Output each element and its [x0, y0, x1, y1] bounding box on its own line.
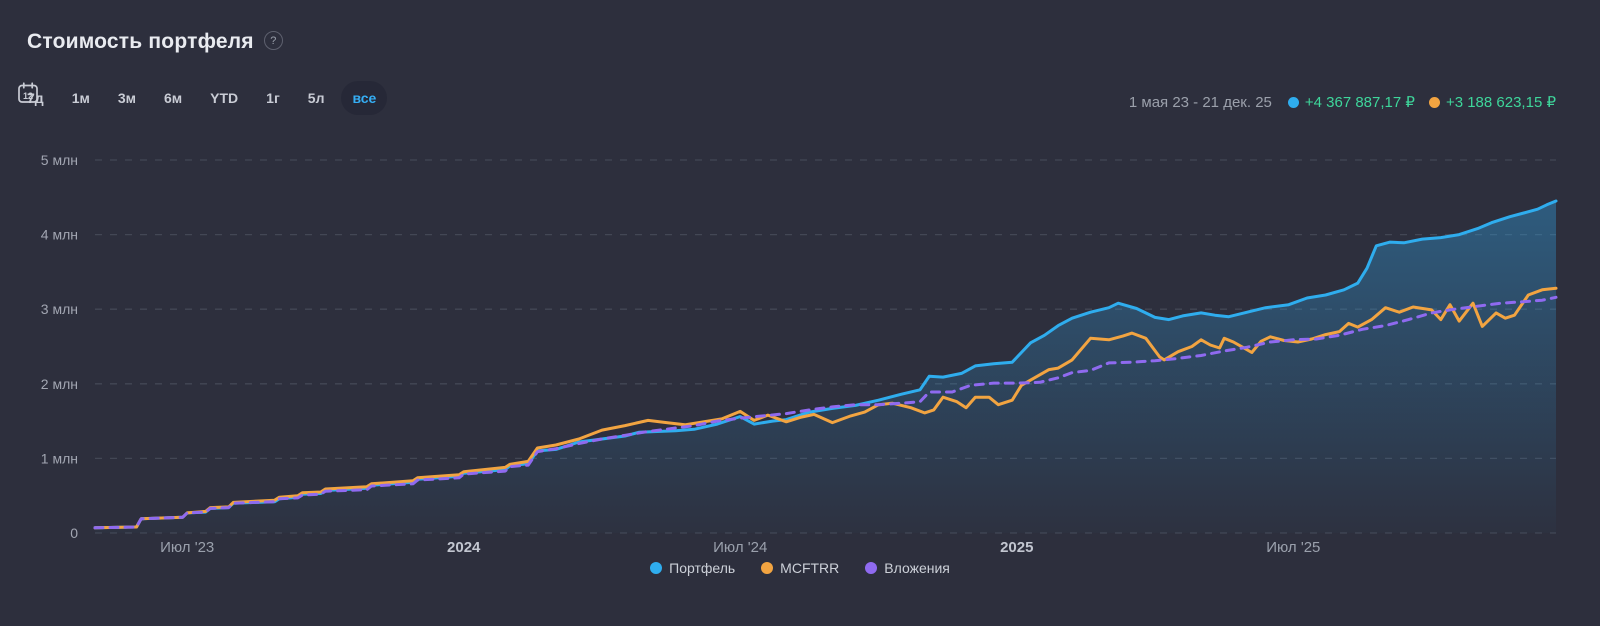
date-range: 1 мая 23 - 21 дек. 25 — [1128, 93, 1272, 111]
summary-item-Портфель: +4 367 887,17 ₽ — [1287, 93, 1415, 111]
range-button-5л[interactable]: 5л — [307, 90, 325, 106]
chart-header: Стоимость портфеля ? — [27, 30, 283, 54]
y-axis-tick-label: 1 млн — [41, 450, 78, 466]
legend-item-deposits[interactable]: Вложения — [865, 560, 950, 576]
area-fill-portfolio — [95, 201, 1556, 533]
range-button-YTD[interactable]: YTD — [210, 90, 239, 106]
range-button-1м[interactable]: 1м — [71, 90, 90, 106]
range-toolbar: 7д 1м 3м 6м YTD 1г 5л все 12 — [16, 81, 411, 115]
y-axis-tick-label: 3 млн — [41, 301, 78, 317]
series-dot-icon — [1287, 96, 1299, 108]
calendar-button[interactable]: 12 — [18, 82, 411, 104]
calendar-icon: 12 — [18, 82, 38, 103]
summary-item-MCFTRR: +3 188 623,15 ₽ — [1428, 93, 1556, 111]
series-line-deposits — [93, 295, 1558, 530]
x-axis-tick-label: 2024 — [447, 539, 481, 556]
page-title: Стоимость портфеля — [27, 30, 254, 53]
gain-value: +3 188 623,15 ₽ — [1445, 94, 1556, 111]
legend-label: Портфель — [669, 560, 736, 576]
legend-dot-icon — [650, 562, 663, 574]
calendar-day-label: 12 — [23, 91, 33, 101]
range-button-1г[interactable]: 1г — [266, 90, 280, 106]
series-dot-icon — [1428, 96, 1440, 108]
x-axis-tick-label: Июл '24 — [713, 539, 767, 556]
legend-dot-icon — [761, 562, 774, 574]
legend-label: Вложения — [884, 560, 950, 576]
y-axis-tick-label: 5 млн — [41, 152, 78, 168]
series-line-mcftrr — [93, 286, 1558, 530]
legend-item-portfolio[interactable]: Портфель — [650, 560, 735, 576]
legend-item-mcftrr[interactable]: MCFTRR — [761, 560, 839, 576]
period-summary: 1 мая 23 - 21 дек. 25 +4 367 887,17 ₽ +3 … — [1128, 93, 1556, 112]
legend-dot-icon — [865, 562, 878, 574]
x-axis-tick-label: Июл '25 — [1266, 539, 1320, 556]
legend-label: MCFTRR — [780, 560, 840, 576]
x-axis-tick-label: Июл '23 — [160, 539, 214, 556]
x-axis-tick-label: 2025 — [1000, 539, 1033, 556]
range-button-3м[interactable]: 3м — [117, 90, 136, 106]
range-button-6м[interactable]: 6м — [164, 90, 183, 106]
range-button-все[interactable]: все — [341, 81, 388, 115]
y-axis-tick-label: 0 — [70, 525, 78, 541]
help-icon[interactable]: ? — [263, 31, 283, 50]
chart-legend: Портфель MCFTRR Вложения — [0, 560, 1600, 576]
y-axis-tick-label: 2 млн — [41, 376, 78, 392]
gain-value: +4 367 887,17 ₽ — [1304, 94, 1415, 111]
y-axis-tick-label: 4 млн — [41, 227, 78, 243]
